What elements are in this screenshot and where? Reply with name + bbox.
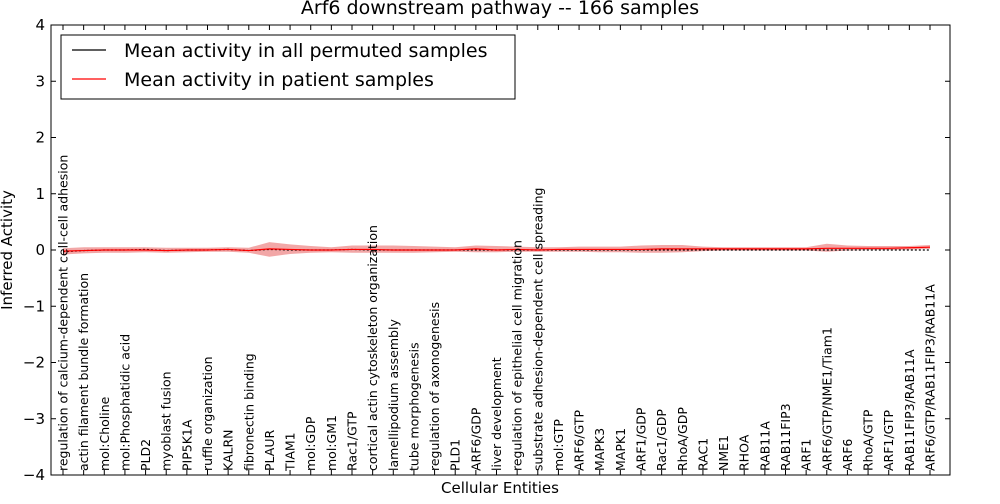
x-category-label: Rac1/GDP <box>654 409 669 471</box>
x-category-label: NME1 <box>716 435 731 471</box>
x-category-label: ARF1/GTP <box>881 410 896 471</box>
chart-title: Arf6 downstream pathway -- 166 samples <box>301 0 699 19</box>
y-tick-label: 3 <box>35 72 45 90</box>
x-category-label: RAB11FIP3 <box>778 403 793 471</box>
x-category-label: mol:GDP <box>303 416 318 471</box>
x-category-label: mol:GTP <box>551 419 566 471</box>
x-category-label: liver development <box>489 357 504 471</box>
x-category-label: mol:GM1 <box>324 415 339 471</box>
x-category-label: ruffle organization <box>200 356 215 471</box>
y-tick-label: −2 <box>23 354 45 372</box>
x-category-label: ARF1/GDP <box>634 407 649 471</box>
x-category-label: RAC1 <box>695 438 710 471</box>
y-tick-label: −4 <box>23 466 45 484</box>
x-category-label: myoblast fusion <box>159 371 174 471</box>
x-category-label: lamellipodium assembly <box>386 319 401 471</box>
x-category-label: RHOA <box>737 434 752 471</box>
x-category-label: cortical actin cytoskeleton organization <box>365 225 380 471</box>
x-category-label: RhoA/GTP <box>861 409 876 471</box>
legend-label-permuted: Mean activity in all permuted samples <box>124 40 487 62</box>
x-category-label: RAB11A <box>757 421 772 471</box>
y-tick-label: −1 <box>23 297 45 315</box>
legend: Mean activity in all permuted samples Me… <box>61 35 515 99</box>
x-category-label: Rac1/GTP <box>345 411 360 471</box>
x-category-label: actin filament bundle formation <box>76 273 91 471</box>
x-category-label: ARF6/GTP <box>572 410 587 471</box>
x-category-label: ARF6/GDP <box>468 407 483 471</box>
x-category-label: tube morphogenesis <box>406 342 421 471</box>
x-category-label: TIAM1 <box>283 432 298 472</box>
x-category-label: substrate adhesion-dependent cell spread… <box>530 188 545 471</box>
x-category-label: MAPK1 <box>613 428 628 471</box>
x-category-label: PLD1 <box>448 439 463 471</box>
x-category-label: ARF1 <box>799 439 814 471</box>
y-axis-label: Inferred Activity <box>0 190 16 310</box>
x-category-label: regulation of axonogenesis <box>427 302 442 471</box>
x-category-label: mol:Choline <box>97 396 112 471</box>
x-category-label: regulation of calcium-dependent cell-cel… <box>56 155 71 471</box>
x-category-label: KALRN <box>221 429 236 471</box>
x-category-label: PIP5K1A <box>179 419 194 471</box>
y-tick-label: 4 <box>35 16 45 34</box>
y-tick-label: 2 <box>35 129 45 147</box>
x-category-label: ARF6 <box>840 439 855 471</box>
x-category-label: PLAUR <box>262 430 277 471</box>
y-tick-label: 1 <box>35 185 45 203</box>
x-category-label: mol:Phosphatidic acid <box>117 334 132 471</box>
x-category-label: RhoA/GDP <box>675 407 690 471</box>
x-category-label: MAPK3 <box>592 428 607 471</box>
x-category-label: regulation of epithelial cell migration <box>510 240 525 471</box>
y-tick-label: 0 <box>35 241 45 259</box>
legend-label-patient: Mean activity in patient samples <box>124 69 434 91</box>
x-category-label: ARF6/GTP/RAB11FIP3/RAB11A <box>923 284 938 471</box>
x-axis-label: Cellular Entities <box>441 479 559 497</box>
x-category-label: ARF6/GTP/NME1/Tiam1 <box>819 327 834 471</box>
x-category-label: fibronectin binding <box>241 353 256 471</box>
x-category-label: RAB11FIP3/RAB11A <box>902 349 917 471</box>
y-tick-label: −3 <box>23 410 45 428</box>
x-category-label: PLD2 <box>138 439 153 471</box>
